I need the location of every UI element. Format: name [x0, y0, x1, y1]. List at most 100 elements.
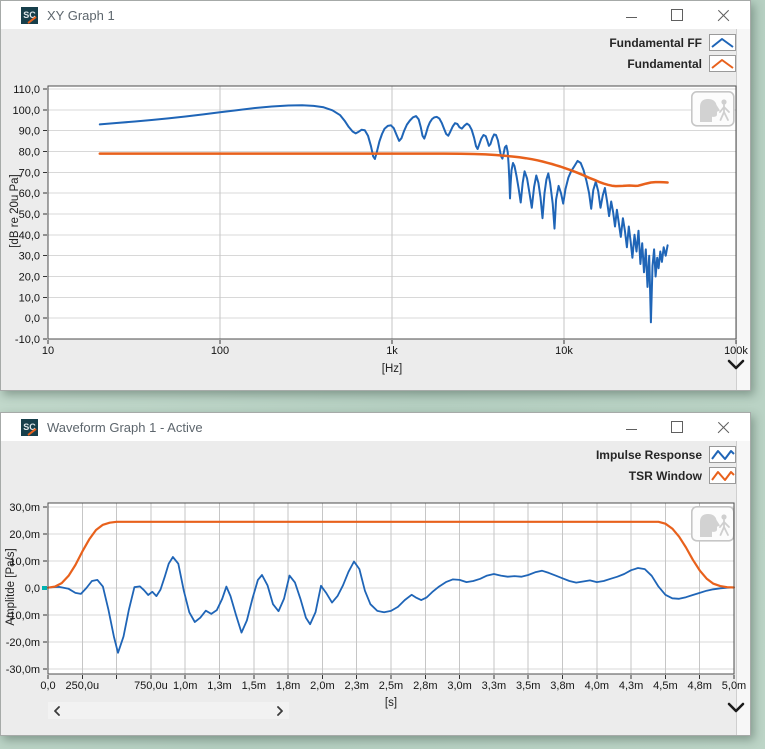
x-tick-label: 1,3m	[207, 680, 231, 692]
plot-legend: Fundamental FF Fundamental	[609, 34, 736, 72]
x-tick-label: 3,0m	[447, 680, 471, 692]
chevron-down-icon[interactable]	[725, 358, 747, 373]
x-tick-label: 0,0	[40, 680, 55, 692]
x-tick-label: 2,8m	[413, 680, 437, 692]
x-tick-label: 750,0u	[134, 680, 168, 692]
x-tick-label: 250,0u	[65, 680, 99, 692]
app-icon: SC	[21, 6, 38, 24]
x-tick-label: 4,3m	[619, 680, 643, 692]
close-button[interactable]	[700, 413, 746, 441]
y-axis-ticks: 110,0 100,0 90,0 80,0 70,0 60,0 50,0 40,0 30,0 20…	[12, 84, 47, 346]
minimize-icon	[625, 429, 637, 430]
minimize-icon	[625, 17, 637, 18]
y-tick-label: 20,0	[19, 272, 40, 284]
y-tick-label: 20,0m	[9, 529, 40, 541]
x-tick-label: 1k	[386, 345, 398, 357]
legend-label: TSR Window	[628, 468, 702, 483]
x-tick-label: 10	[42, 345, 54, 357]
x-axis-label: [s]	[384, 697, 398, 709]
chevron-down-icon[interactable]	[725, 701, 747, 716]
listener-head-icon	[691, 506, 735, 542]
y-tick-label: -10,0m	[6, 610, 40, 622]
maximize-icon	[671, 421, 683, 433]
graph-panel: 10 100 1k 10k 100k 110,0 100,0 90,0 80,0 70,0 60,0…	[1, 29, 750, 390]
x-tick-label: 100k	[724, 345, 748, 357]
x-tick-label: 4,5m	[653, 680, 677, 692]
scroll-left-button[interactable]	[48, 702, 66, 719]
close-icon	[717, 421, 730, 434]
x-tick-label: 3,3m	[482, 680, 506, 692]
x-axis-label: [Hz]	[381, 363, 403, 375]
y-tick-label: 0,0	[25, 313, 40, 325]
x-tick-label: 100	[211, 345, 229, 357]
y-tick-label: 30,0m	[9, 502, 40, 514]
x-tick-label: 5,0m	[722, 680, 746, 692]
legend-swatch-caret-icon[interactable]	[709, 55, 736, 72]
minimize-button[interactable]	[608, 413, 654, 441]
x-tick-label: 1,5m	[242, 680, 266, 692]
plot-legend: Impulse Response TSR Window	[596, 446, 736, 484]
y-tick-label: -20,0m	[6, 637, 40, 649]
x-tick-label: 2,3m	[344, 680, 368, 692]
maximize-button[interactable]	[654, 1, 700, 29]
x-axis-ticks: 0,0 250,0u 750,0u 1,0m 1,3m 1,5m 1,8m 2,0m 2,3m 2…	[40, 675, 746, 692]
series-fundamental	[98, 152, 669, 188]
titlebar[interactable]: SC Waveform Graph 1 - Active	[1, 413, 750, 442]
y-tick-label: 10,0	[19, 292, 40, 304]
scroll-right-button[interactable]	[271, 702, 289, 719]
y-tick-label: 40,0	[19, 230, 40, 242]
close-button[interactable]	[700, 1, 746, 29]
plot-border	[47, 502, 735, 675]
window-controls	[608, 413, 746, 441]
legend-swatch-zigzag-icon[interactable]	[709, 467, 736, 484]
legend-item[interactable]: Impulse Response	[596, 446, 736, 463]
minimize-button[interactable]	[608, 1, 654, 29]
legend-label: Impulse Response	[595, 447, 702, 462]
x-tick-label: 10k	[555, 345, 573, 357]
app-icon: SC	[21, 418, 38, 436]
x-tick-label: 1,0m	[173, 680, 197, 692]
chevron-right-icon	[277, 705, 283, 716]
x-tick-label: 2,0m	[310, 680, 334, 692]
titlebar[interactable]: SC XY Graph 1	[1, 1, 750, 30]
legend-item[interactable]: Fundamental FF	[609, 34, 736, 51]
x-tick-label: 3,5m	[516, 680, 540, 692]
y-tick-label: 100,0	[12, 105, 40, 117]
scrollbar-track[interactable]	[66, 702, 271, 719]
close-icon	[717, 9, 730, 22]
y-tick-label: 80,0	[19, 147, 40, 159]
y-tick-label: 30,0	[19, 251, 40, 263]
y-axis-label: Amplitde [Pa/s]	[5, 548, 17, 626]
legend-swatch-zigzag-icon[interactable]	[709, 446, 736, 463]
waveform-plot-area[interactable]: 0,0 250,0u 750,0u 1,0m 1,3m 1,5m 1,8m 2,0m 2,3m 2…	[1, 441, 750, 735]
y-tick-label: -10,0	[15, 334, 40, 346]
panel-right-strip	[736, 441, 750, 735]
waveform-graph-window: SC Waveform Graph 1 - Active 0,0 250,0u 75…	[0, 412, 751, 736]
x-tick-label: 2,5m	[379, 680, 403, 692]
y-axis-ticks: 30,0m 20,0m 10,0m 0,0 -10,0m -20,0m -30,0m	[6, 502, 47, 676]
y-tick-label: 0,0	[25, 583, 40, 595]
xy-graph-window: SC XY Graph 1 10 100 1k 10k 100k 110,0 100,0 90…	[0, 0, 751, 391]
xy-graph-plot-area[interactable]: 10 100 1k 10k 100k 110,0 100,0 90,0 80,0 70,0 60,0…	[1, 29, 750, 390]
x-tick-label: 3,8m	[550, 680, 574, 692]
x-axis-scrollbar[interactable]	[48, 702, 289, 719]
y-tick-label: 110,0	[13, 84, 40, 96]
series-tsr-window	[46, 520, 736, 589]
x-axis-ticks: 10 100 1k 10k 100k	[42, 340, 748, 357]
legend-item[interactable]: Fundamental	[627, 55, 736, 72]
y-tick-label: 70,0	[19, 167, 40, 179]
window-title: Waveform Graph 1 - Active	[47, 419, 203, 435]
maximize-button[interactable]	[654, 413, 700, 441]
series-impulse-response	[47, 556, 735, 654]
window-title: XY Graph 1	[47, 7, 115, 23]
plot-border	[47, 85, 737, 340]
legend-item[interactable]: TSR Window	[629, 467, 736, 484]
gridlines	[48, 503, 734, 674]
graph-panel: 0,0 250,0u 750,0u 1,0m 1,3m 1,5m 1,8m 2,0m 2,3m 2…	[1, 441, 750, 735]
legend-swatch-caret-icon[interactable]	[709, 34, 736, 51]
y-tick-label: 50,0	[19, 209, 40, 221]
maximize-icon	[671, 9, 683, 21]
listener-head-icon	[691, 91, 735, 127]
y-tick-label: 90,0	[19, 126, 40, 138]
x-tick-label: 4,0m	[585, 680, 609, 692]
